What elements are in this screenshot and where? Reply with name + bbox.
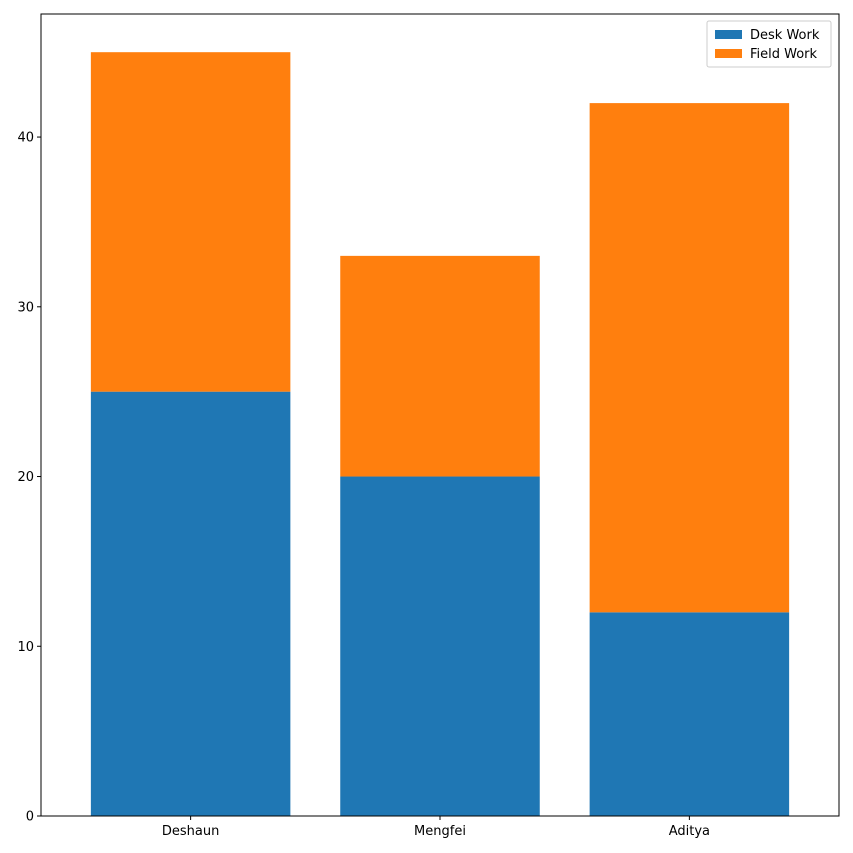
- y-tick-label: 20: [17, 470, 34, 485]
- y-tick-label: 40: [17, 131, 34, 146]
- y-tick-label: 30: [17, 300, 34, 315]
- x-tick-label: Mengfei: [414, 824, 466, 839]
- plot-frame: [40, 13, 840, 817]
- legend-label: Desk Work: [750, 28, 820, 43]
- y-tick-label: 0: [26, 810, 34, 825]
- bar-deshaun-field-work: [90, 52, 291, 392]
- bar-deshaun-desk-work: [90, 391, 291, 816]
- legend-swatch: [715, 30, 742, 39]
- x-axis: Deshaun Mengfei Aditya: [162, 816, 710, 839]
- bar-group: [90, 52, 790, 816]
- bar-mengfei-field-work: [340, 255, 540, 477]
- legend: Desk Work Field Work: [706, 20, 832, 68]
- legend-swatch: [715, 49, 742, 58]
- x-tick-label: Aditya: [669, 824, 710, 839]
- bar-mengfei-desk-work: [340, 476, 540, 816]
- bar-aditya-desk-work: [589, 612, 790, 816]
- legend-label: Field Work: [750, 47, 818, 62]
- bar-aditya-field-work: [589, 103, 790, 613]
- y-tick-label: 10: [17, 640, 34, 655]
- x-tick-label: Deshaun: [162, 824, 219, 839]
- y-axis: 0 10 20 30 40: [17, 131, 41, 825]
